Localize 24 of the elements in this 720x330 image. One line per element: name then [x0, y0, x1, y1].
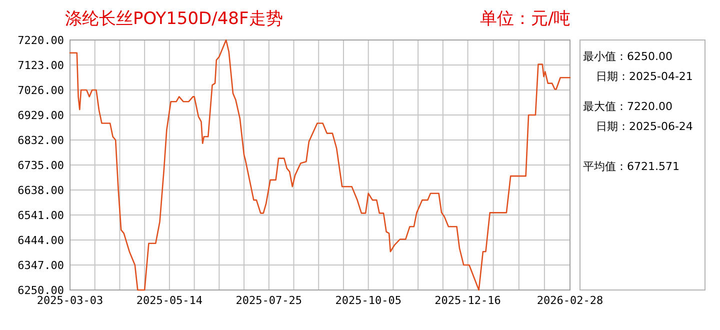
x-tick-label: 2025-07-25 [236, 294, 302, 307]
y-tick-label: 7123.00 [18, 59, 64, 72]
x-tick-label: 2025-10-05 [335, 294, 402, 307]
y-tick-label: 6347.00 [18, 259, 64, 272]
x-tick-label: 2025-05-14 [136, 294, 203, 307]
y-tick-label: 6444.00 [18, 234, 64, 247]
x-tick-label: 2026-02-28 [536, 294, 604, 307]
chart-title: 涤纶长丝POY150D/48F走势 [65, 9, 283, 29]
y-tick-label: 6250.00 [18, 284, 64, 297]
x-tick-label: 2025-12-16 [434, 294, 501, 307]
text: 平均值：6721.571 [583, 160, 680, 173]
text: 最大值：7220.00 [583, 100, 672, 113]
y-tick-label: 7220.00 [18, 34, 64, 47]
text: 日期：2025-04-21 [596, 70, 693, 83]
x-tick-label: 2025-03-03 [36, 294, 104, 307]
y-tick-label: 7026.00 [18, 84, 64, 97]
y-tick-label: 6541.00 [18, 209, 64, 222]
y-tick-label: 6929.00 [18, 109, 64, 122]
y-tick-label: 6832.00 [18, 134, 64, 147]
text: 日期：2025-06-24 [596, 120, 693, 133]
y-tick-label: 6735.00 [18, 159, 64, 172]
y-tick-label: 6638.00 [18, 184, 64, 197]
chart-subtitle: 单位：元/吨 [480, 9, 571, 29]
text: 最小值：6250.00 [583, 50, 672, 63]
